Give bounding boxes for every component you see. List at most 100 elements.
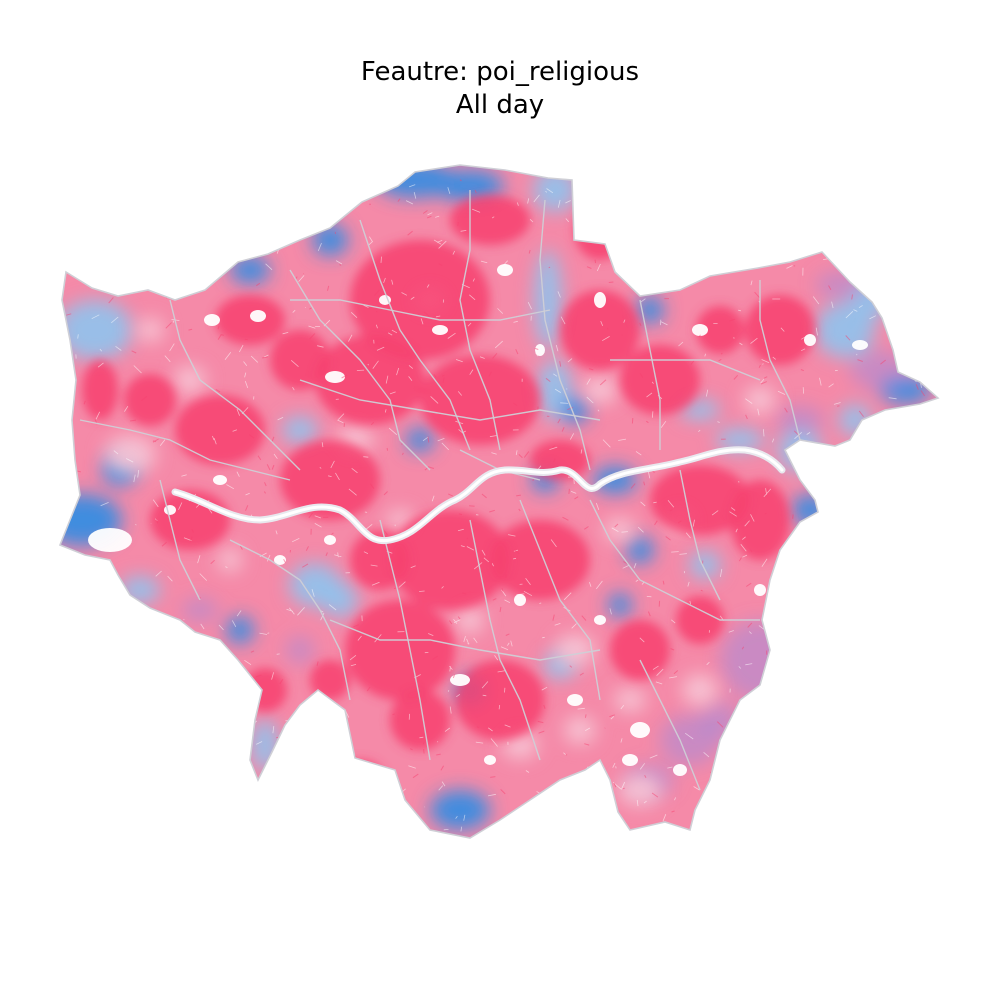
pale-value-patch — [614, 688, 646, 712]
borough-boundary — [679, 469, 721, 601]
low-value-patch — [533, 168, 577, 212]
mixed-value-patch — [776, 406, 824, 434]
pale-value-patch — [104, 435, 156, 475]
borough-boundary — [639, 659, 701, 791]
pale-value-patch — [604, 518, 636, 542]
low-value-patch — [534, 250, 562, 350]
high-value-patch — [215, 295, 285, 345]
unmapped-gap — [88, 528, 132, 552]
pale-value-patch — [218, 548, 242, 572]
unmapped-gap — [852, 340, 868, 350]
high-value-patch — [124, 374, 176, 426]
river-thames-core — [173, 448, 784, 543]
map-title-period: All day — [455, 90, 545, 120]
high-value-patch — [335, 760, 385, 800]
borough-boundary — [299, 379, 601, 421]
low-value-patch — [689, 551, 721, 579]
pale-value-patch — [618, 774, 662, 806]
unmapped-gap — [754, 584, 766, 596]
borough-boundary — [639, 299, 661, 450]
high-value-patch — [450, 195, 530, 245]
unmapped-gap — [497, 264, 513, 276]
mixed-value-patch — [182, 598, 218, 622]
unmapped-gap — [484, 755, 496, 765]
high-value-patch — [270, 330, 330, 390]
pale-value-patch — [564, 716, 596, 744]
high-value-patch — [745, 295, 815, 365]
borough-boundary — [379, 519, 431, 761]
borough-boundary — [759, 280, 801, 441]
borough-boundary — [289, 269, 431, 471]
unmapped-gap — [804, 334, 816, 346]
unmapped-gap — [622, 754, 638, 766]
borough-boundaries — [79, 190, 801, 791]
low-value-patch — [626, 536, 654, 564]
mixed-value-patch — [850, 350, 910, 390]
pale-value-patch — [174, 366, 206, 394]
unmapped-gap — [204, 314, 220, 326]
low-value-patch — [230, 256, 270, 284]
unmapped-gap — [594, 292, 606, 308]
borough-boundary — [229, 539, 351, 701]
unmapped-gap — [567, 694, 583, 706]
unmapped-gap — [274, 555, 286, 565]
high-value-patch — [610, 620, 670, 680]
unmapped-gap — [432, 325, 448, 335]
high-value-patch — [490, 520, 590, 600]
high-value-patch — [420, 355, 540, 445]
unmapped-gap — [250, 310, 266, 322]
high-value-patch — [280, 440, 380, 520]
high-value-patch — [175, 395, 265, 465]
low-value-patch — [430, 790, 490, 830]
high-value-patch — [350, 240, 490, 360]
borough-boundary — [610, 359, 761, 381]
high-value-patch — [574, 200, 626, 260]
map-title: Feautre: poi_religious All day — [0, 56, 1000, 122]
borough-boundary — [169, 299, 301, 471]
borough-boundary — [519, 499, 601, 701]
low-value-patch — [406, 428, 434, 452]
borough-boundary — [589, 499, 760, 621]
high-value-patch — [345, 600, 455, 700]
unmapped-gap — [324, 535, 336, 545]
unmapped-gap — [594, 615, 606, 625]
low-value-patch — [608, 593, 632, 617]
unmapped-gap — [450, 674, 470, 686]
pale-value-patch — [582, 376, 618, 404]
borough-boundary — [79, 419, 291, 481]
pale-value-patch — [386, 510, 414, 530]
borough-boundary — [159, 479, 201, 601]
pale-value-patch — [744, 386, 776, 414]
unmapped-gap — [164, 505, 176, 515]
unmapped-gap — [213, 475, 227, 485]
unmapped-gap — [673, 764, 687, 776]
low-value-patch — [322, 582, 358, 618]
mixed-value-patch — [286, 636, 314, 664]
unmapped-gap — [535, 344, 545, 356]
low-value-patch — [120, 576, 160, 604]
mixed-value-patch — [720, 620, 800, 700]
unmapped-gaps — [88, 264, 868, 776]
high-value-patch — [560, 290, 640, 370]
map-title-feature: Feautre: poi_religious — [360, 57, 640, 87]
pale-value-patch — [136, 318, 164, 342]
unmapped-gap — [379, 295, 391, 305]
high-value-patch — [315, 335, 425, 425]
pale-value-patch — [456, 606, 484, 634]
mixed-value-patch — [816, 271, 864, 299]
high-value-patch — [82, 360, 118, 420]
low-value-patch — [60, 300, 133, 360]
borough-boundary — [459, 190, 501, 451]
high-value-patch — [730, 480, 790, 560]
unmapped-gap — [630, 722, 650, 738]
pale-value-patch — [682, 674, 718, 706]
unmapped-gap — [692, 324, 708, 336]
borough-boundary — [329, 619, 601, 661]
high-value-patch — [650, 465, 750, 535]
unmapped-gap — [325, 371, 345, 383]
low-value-patch — [226, 616, 254, 644]
unmapped-gap — [514, 594, 526, 606]
low-value-patch — [716, 428, 764, 452]
